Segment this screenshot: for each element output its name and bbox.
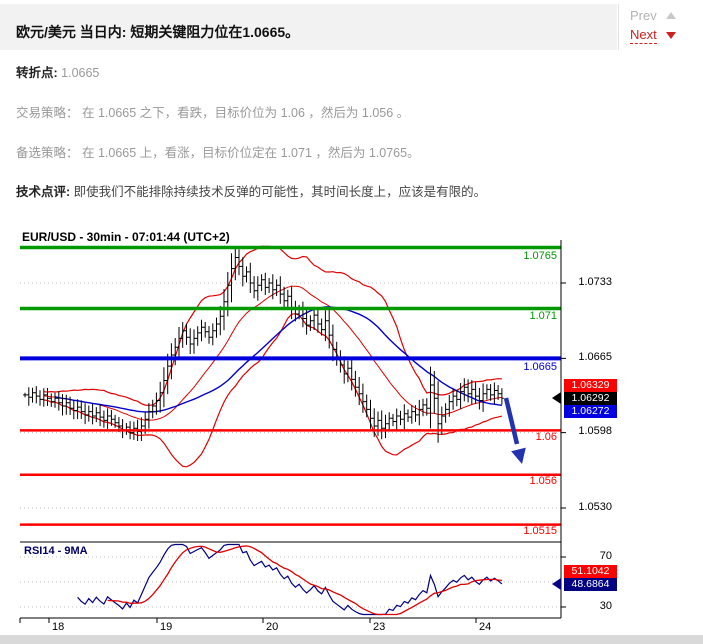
comment-label: 技术点评:: [16, 185, 71, 199]
pivot-level-label: 1.0665: [523, 361, 557, 373]
rsi-value-tag: 48.6864: [564, 578, 617, 591]
support-label: 1.056: [529, 475, 557, 487]
low-price-tag: 1.06272: [564, 405, 617, 418]
triangle-down-icon: [665, 32, 676, 39]
x-tick: 20: [266, 621, 279, 633]
price-tick: 1.0598: [578, 425, 612, 437]
resistance-label: 1.0765: [523, 250, 557, 262]
x-tick: 18: [52, 621, 65, 633]
pivot-row: 转折点: 1.0665: [16, 62, 99, 81]
chart-title: EUR/USD - 30min - 07:01:44 (UTC+2): [22, 230, 230, 244]
pivot-value: 1.0665: [61, 66, 100, 80]
comment-row: 技术点评: 即使我们不能排除持续技术反弹的可能性，其时间长度上，应该是有限的。: [16, 181, 486, 200]
rsi-title: RSI14 - 9MA: [24, 545, 88, 557]
prev-label: Prev: [630, 8, 657, 23]
trade-strategy-row: 交易策略： 在 1.0665 之下，看跌，目标价位为 1.06 ，然后为 1.0…: [16, 106, 410, 120]
rsi-ma-tag: 51.1042: [564, 565, 617, 578]
pager: Prev Next: [618, 4, 703, 50]
comment-text: 即使我们不能排除持续技术反弹的可能性，其时间长度上，应该是有限的。: [73, 185, 487, 199]
support-label: 1.0515: [523, 525, 557, 537]
price-tick: 1.0665: [578, 351, 612, 363]
pivot-label: 转折点:: [16, 66, 58, 80]
support-label: 1.06: [535, 431, 557, 443]
article-title-bar: 欧元/美元 当日内: 短期关键阻力位在1.0665。: [0, 4, 617, 50]
page-title: 欧元/美元 当日内: 短期关键阻力位在1.0665。: [16, 24, 300, 40]
price-pointer-icon: [552, 392, 561, 404]
rsi-pointer-icon: [552, 578, 561, 590]
rsi-tick: 30: [599, 600, 612, 612]
x-tick: 23: [373, 621, 386, 633]
footer-bar: [0, 635, 703, 644]
last-price-tag: 1.06292: [564, 392, 617, 405]
high-price-tag: 1.06329: [564, 379, 617, 392]
resistance-label: 1.071: [529, 310, 557, 322]
alt-strategy-row: 备选策略： 在 1.0665 上，看涨，目标价位定在 1.071 ，然后为 1.…: [16, 146, 420, 160]
x-tick: 24: [479, 621, 492, 633]
next-link[interactable]: Next: [630, 27, 703, 44]
prev-link[interactable]: Prev: [630, 8, 703, 23]
triangle-up-icon: [665, 12, 676, 19]
next-label: Next: [630, 27, 657, 44]
price-chart-canvas: [19, 240, 566, 623]
rsi-tick: 70: [599, 550, 612, 562]
price-tick: 1.0733: [578, 276, 612, 288]
price-tick: 1.0530: [578, 501, 612, 513]
x-tick: 19: [160, 621, 173, 633]
